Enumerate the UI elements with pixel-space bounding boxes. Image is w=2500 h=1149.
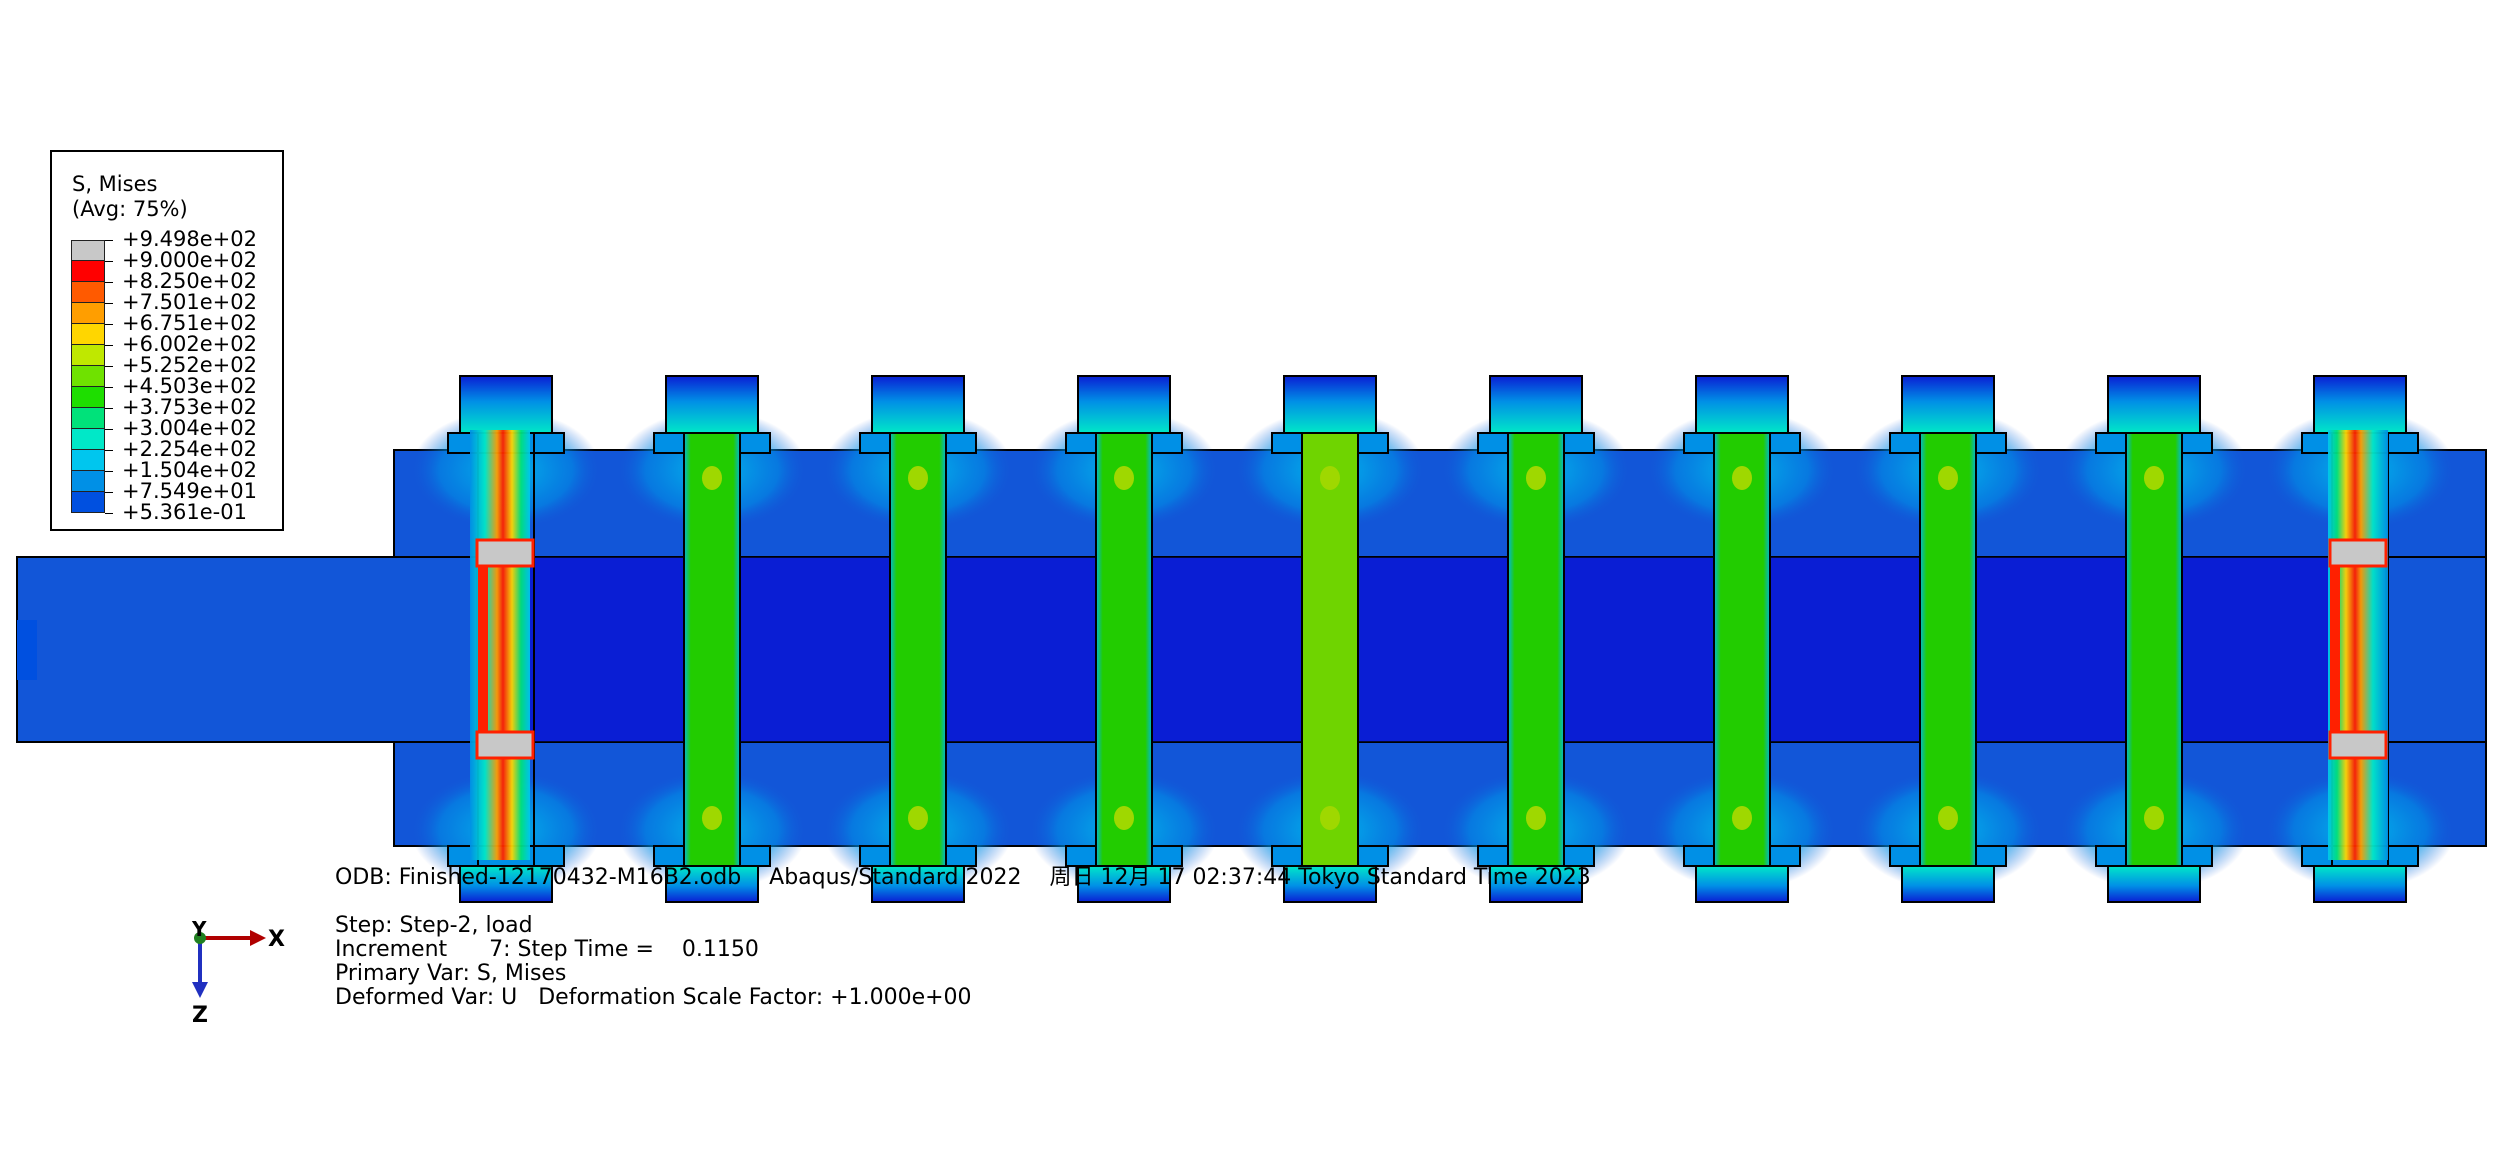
triad-y-label: Y <box>191 920 207 941</box>
left-end-hotspot <box>470 430 535 860</box>
legend-tick <box>105 324 113 325</box>
triad-z-label: Z <box>192 1003 208 1028</box>
odb-info-line: ODB: Finished-12170432-M16B2.odb Abaqus/… <box>335 865 1591 890</box>
bolt-6 <box>1441 375 1631 903</box>
legend-tick <box>105 366 113 367</box>
legend-swatch <box>71 366 105 387</box>
legend-value: +6.751e+02 <box>122 311 257 335</box>
legend-tick <box>105 408 113 409</box>
legend-value: +7.549e+01 <box>122 479 257 503</box>
legend-swatch <box>71 240 105 261</box>
core-bar <box>476 556 2443 743</box>
legend-value: +1.504e+02 <box>122 458 257 482</box>
legend-tick <box>105 429 113 430</box>
bolt-8 <box>1853 375 2043 903</box>
legend-value: +6.002e+02 <box>122 332 257 356</box>
legend-swatch <box>71 324 105 345</box>
legend-swatch <box>71 387 105 408</box>
legend-value: +7.501e+02 <box>122 290 257 314</box>
legend-tick <box>105 282 113 283</box>
right-end-hotspot <box>2328 430 2388 860</box>
legend-value: +8.250e+02 <box>122 269 257 293</box>
legend-value: +5.252e+02 <box>122 353 257 377</box>
bolt-3 <box>823 375 1013 903</box>
deformed-var-line: Deformed Var: U Deformation Scale Factor… <box>335 985 972 1010</box>
legend-tick <box>105 345 113 346</box>
legend-swatch <box>71 303 105 324</box>
primary-var-line: Primary Var: S, Mises <box>335 961 567 986</box>
legend-tick <box>105 261 113 262</box>
bolt-2 <box>617 375 807 903</box>
legend-subtitle: (Avg: 75%) <box>72 197 188 221</box>
step-info-line: Step: Step-2, load <box>335 913 533 938</box>
z-axis-arrow-icon <box>192 982 208 998</box>
legend-value: +9.498e+02 <box>122 227 257 251</box>
bolt-5 <box>1235 375 1425 903</box>
legend-value: +2.254e+02 <box>122 437 257 461</box>
legend-title: S, Mises <box>72 172 158 196</box>
legend-value: +4.503e+02 <box>122 374 257 398</box>
legend-swatch <box>71 492 105 513</box>
bolt-group <box>411 375 2455 903</box>
legend-value: +3.753e+02 <box>122 395 257 419</box>
legend-value: +3.004e+02 <box>122 416 257 440</box>
bolt-4 <box>1029 375 1219 903</box>
legend-value: +9.000e+02 <box>122 248 257 272</box>
bolt-7 <box>1647 375 1837 903</box>
legend-swatch <box>71 429 105 450</box>
legend-tick <box>105 450 113 451</box>
left-rod <box>16 556 478 743</box>
legend-tick <box>105 303 113 304</box>
bolt-9 <box>2059 375 2249 903</box>
legend-swatch <box>71 345 105 366</box>
legend-tick <box>105 492 113 493</box>
contour-legend: S, Mises (Avg: 75%) +9.498e+02 +9.000e+02… <box>50 150 284 531</box>
x-axis-arrow-icon <box>250 930 266 946</box>
legend-swatch <box>71 408 105 429</box>
bolt-10 <box>2265 375 2455 903</box>
legend-swatch <box>71 282 105 303</box>
legend-value: +5.361e-01 <box>122 500 247 524</box>
right-rod <box>2385 556 2487 743</box>
legend-tick <box>105 240 113 241</box>
triad-x-label: X <box>268 927 285 952</box>
legend-tick <box>105 471 113 472</box>
legend-swatch <box>71 261 105 282</box>
legend-tick <box>105 513 113 514</box>
increment-info-line: Increment 7: Step Time = 0.1150 <box>335 937 759 962</box>
legend-swatch <box>71 471 105 492</box>
legend-tick <box>105 387 113 388</box>
legend-swatch <box>71 450 105 471</box>
coordinate-triad-icon: Y X Z <box>191 920 285 1028</box>
